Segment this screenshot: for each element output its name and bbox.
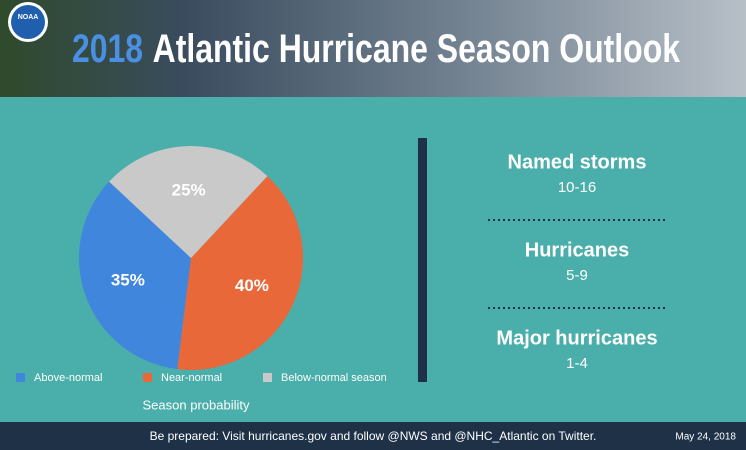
legend-swatch	[16, 373, 25, 382]
pie-slice	[79, 181, 191, 370]
title-text: Atlantic Hurricane Season Outlook	[153, 27, 681, 71]
footer-background	[0, 422, 746, 450]
legend-label: Above-normal	[34, 372, 102, 384]
pie-slice	[109, 146, 268, 258]
legend-swatch	[143, 373, 152, 382]
chart-caption: Season probability	[143, 397, 250, 412]
stat-label: Major hurricanes	[496, 327, 657, 349]
stat-value: 1-4	[566, 355, 588, 372]
legend-label: Below-normal season	[281, 372, 387, 384]
slice-label: 25%	[172, 180, 206, 199]
stat-label: Hurricanes	[525, 239, 630, 261]
header-background	[0, 0, 746, 97]
stat-label: Named storms	[508, 151, 647, 173]
pie-slice	[177, 176, 304, 370]
stat-value: 10-16	[558, 179, 596, 196]
slice-label: 35%	[111, 270, 145, 289]
logo-text: NOAA	[18, 14, 39, 21]
divider	[418, 138, 427, 382]
logo	[11, 5, 45, 39]
legend-label: Near-normal	[161, 372, 222, 384]
stat-value: 5-9	[566, 267, 588, 284]
footer-date: May 24, 2018	[675, 432, 736, 443]
stats: Named storms 10-16 Hurricanes 5-9 Major hurr…	[488, 151, 668, 372]
title: 2018Atlantic Hurricane Season Outlook	[72, 27, 681, 71]
title-year: 2018	[72, 27, 143, 71]
slice-label: 40%	[235, 276, 269, 295]
legend-swatch	[263, 373, 272, 382]
footer-message: Be prepared: Visit hurricanes.gov and fo…	[150, 429, 597, 443]
